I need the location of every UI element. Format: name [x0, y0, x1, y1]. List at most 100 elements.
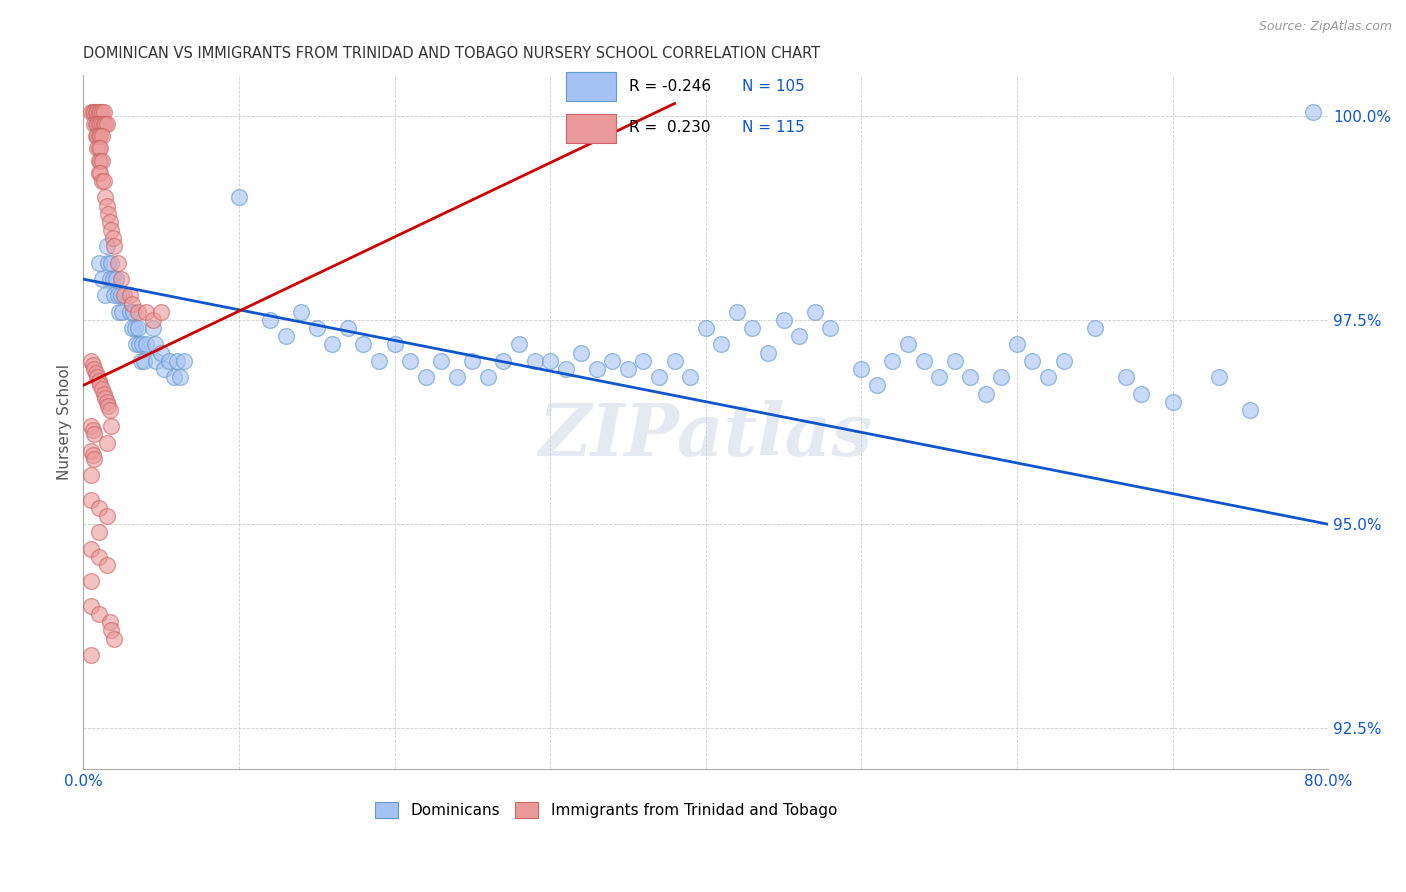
Point	[107, 288, 129, 302]
Point	[554, 362, 576, 376]
Point	[477, 370, 499, 384]
Point	[82, 104, 104, 119]
Point	[974, 386, 997, 401]
Point	[96, 558, 118, 572]
Point	[461, 354, 484, 368]
Point	[96, 239, 118, 253]
Point	[93, 386, 115, 401]
Point	[89, 166, 111, 180]
Point	[80, 492, 103, 507]
Point	[153, 362, 176, 376]
Point	[94, 391, 117, 405]
Point	[142, 313, 165, 327]
Point	[84, 104, 107, 119]
Point	[617, 362, 640, 376]
Point	[305, 321, 328, 335]
Point	[91, 153, 114, 168]
Point	[352, 337, 374, 351]
Point	[415, 370, 437, 384]
Point	[94, 288, 117, 302]
Point	[290, 305, 312, 319]
Point	[96, 509, 118, 524]
Point	[100, 419, 122, 434]
Point	[121, 296, 143, 310]
Point	[1130, 386, 1153, 401]
Point	[1052, 354, 1074, 368]
Point	[131, 337, 153, 351]
Point	[91, 129, 114, 144]
Point	[430, 354, 453, 368]
Point	[108, 305, 131, 319]
Point	[122, 305, 145, 319]
Point	[96, 198, 118, 212]
Legend: Dominicans, Immigrants from Trinidad and Tobago: Dominicans, Immigrants from Trinidad and…	[370, 796, 844, 824]
Point	[87, 549, 110, 564]
Point	[157, 354, 180, 368]
Point	[143, 337, 166, 351]
Point	[943, 354, 966, 368]
Bar	[567, 114, 616, 143]
Y-axis label: Nursery School: Nursery School	[58, 364, 72, 480]
Point	[648, 370, 671, 384]
Point	[912, 354, 935, 368]
Point	[162, 370, 184, 384]
Point	[725, 305, 748, 319]
Point	[100, 223, 122, 237]
Point	[166, 354, 188, 368]
Point	[538, 354, 561, 368]
Point	[1021, 354, 1043, 368]
Point	[93, 174, 115, 188]
Point	[82, 448, 104, 462]
Point	[101, 231, 124, 245]
Point	[132, 354, 155, 368]
Point	[93, 117, 115, 131]
Point	[89, 153, 111, 168]
Point	[1005, 337, 1028, 351]
Point	[84, 366, 107, 380]
Point	[87, 607, 110, 621]
Point	[851, 823, 873, 838]
Point	[787, 329, 810, 343]
Point	[91, 104, 114, 119]
Point	[87, 117, 110, 131]
Point	[741, 321, 763, 335]
Point	[87, 129, 110, 144]
Point	[103, 239, 125, 253]
Point	[103, 288, 125, 302]
Point	[150, 305, 173, 319]
Point	[897, 337, 920, 351]
Point	[142, 321, 165, 335]
Point	[82, 423, 104, 437]
Point	[96, 117, 118, 131]
Point	[80, 648, 103, 662]
Point	[259, 313, 281, 327]
Point	[98, 402, 121, 417]
Point	[110, 288, 132, 302]
Point	[83, 362, 105, 376]
Bar	[567, 72, 616, 101]
Point	[98, 215, 121, 229]
Point	[111, 305, 134, 319]
Point	[772, 313, 794, 327]
Point	[87, 153, 110, 168]
Point	[1115, 370, 1137, 384]
Point	[990, 370, 1012, 384]
Point	[150, 345, 173, 359]
Point	[129, 354, 152, 368]
Point	[94, 117, 117, 131]
Point	[100, 256, 122, 270]
Point	[83, 451, 105, 466]
Point	[80, 443, 103, 458]
Point	[523, 354, 546, 368]
Point	[145, 354, 167, 368]
Point	[86, 117, 108, 131]
Point	[368, 354, 391, 368]
Text: Source: ZipAtlas.com: Source: ZipAtlas.com	[1258, 20, 1392, 33]
Point	[84, 117, 107, 131]
Point	[89, 129, 111, 144]
Point	[602, 354, 624, 368]
Point	[101, 272, 124, 286]
Point	[1239, 402, 1261, 417]
Point	[87, 525, 110, 540]
Point	[86, 141, 108, 155]
